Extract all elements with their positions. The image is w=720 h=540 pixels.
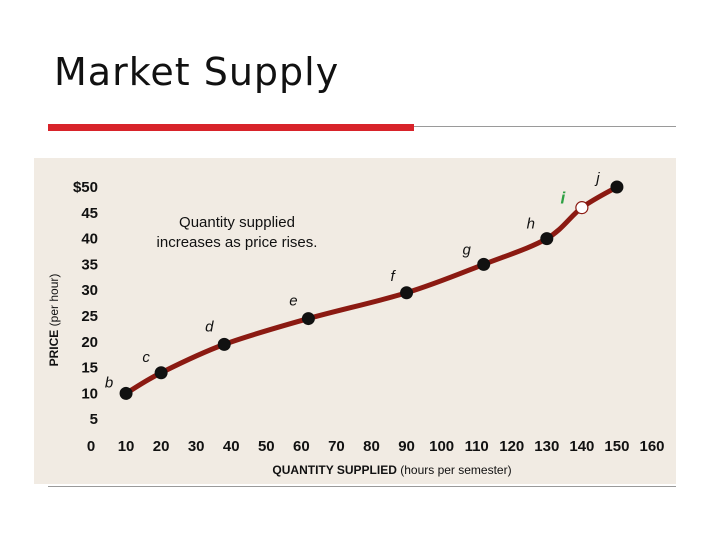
y-tick-label: 5 — [90, 411, 98, 428]
x-tick-label: 70 — [328, 438, 345, 455]
x-tick-label: 30 — [188, 438, 205, 455]
y-tick-label: 20 — [81, 334, 98, 351]
x-tick-label: 80 — [363, 438, 380, 455]
data-point-e — [301, 312, 315, 326]
data-point-f — [400, 286, 414, 300]
chart-panel — [34, 158, 676, 484]
slide-title: Market Supply — [54, 50, 340, 94]
data-point-j — [610, 180, 624, 194]
point-labels: b c d e f g h i j — [105, 170, 600, 391]
x-tick-label: 160 — [639, 438, 664, 455]
x-tick-labels: 0 10 20 30 40 50 60 70 80 90 100 110 120 130 140 150 160 — [87, 438, 665, 455]
y-tick-label: 30 — [81, 282, 98, 299]
data-point-h — [540, 232, 554, 246]
y-axis-unit: (per hour) — [47, 274, 61, 327]
x-tick-label: 0 — [87, 438, 95, 455]
x-tick-label: 140 — [569, 438, 594, 455]
point-label-d: d — [205, 318, 214, 335]
data-point-c — [154, 366, 168, 380]
x-tick-label: 150 — [604, 438, 629, 455]
y-tick-label: 35 — [81, 256, 98, 273]
x-tick-label: 50 — [258, 438, 275, 455]
point-label-c: c — [142, 349, 150, 366]
x-tick-label: 110 — [465, 438, 489, 455]
data-point-i — [575, 201, 589, 215]
y-tick-label: 25 — [81, 308, 98, 325]
point-label-e: e — [289, 293, 297, 310]
svg-text:PRICE (per hour): PRICE (per hour) — [47, 274, 61, 367]
y-tick-label: 40 — [81, 231, 98, 248]
point-label-i: i — [561, 189, 567, 208]
y-tick-labels: 5 10 15 20 25 30 35 40 45 $50 — [73, 179, 98, 428]
footer-divider-line — [48, 486, 676, 487]
point-label-j: j — [594, 170, 600, 187]
x-axis-unit: (hours per semester) — [400, 463, 511, 477]
x-tick-label: 20 — [153, 438, 170, 455]
y-tick-label: 45 — [81, 205, 98, 222]
x-tick-label: 120 — [499, 438, 524, 455]
x-tick-label: 100 — [429, 438, 454, 455]
title-divider-line — [414, 126, 676, 127]
x-tick-label: 10 — [118, 438, 135, 455]
data-point-b — [119, 386, 133, 400]
y-tick-label: 10 — [81, 385, 98, 402]
y-tick-label: $50 — [73, 179, 98, 196]
x-axis-title: QUANTITY SUPPLIED (hours per semester) — [272, 463, 511, 477]
point-label-f: f — [390, 268, 396, 285]
point-label-b: b — [105, 374, 113, 391]
point-label-h: h — [527, 216, 535, 233]
x-tick-label: 40 — [223, 438, 240, 455]
title-accent-bar — [48, 124, 414, 131]
annotation-line-1: Quantity supplied — [179, 214, 295, 231]
data-points — [119, 180, 624, 400]
data-point-g — [477, 257, 491, 271]
y-tick-label: 15 — [81, 360, 98, 377]
data-point-d — [217, 337, 231, 351]
x-axis-label: QUANTITY SUPPLIED — [272, 463, 397, 477]
annotation-line-2: increases as price rises. — [157, 234, 318, 251]
x-tick-label: 130 — [534, 438, 559, 455]
point-label-g: g — [463, 241, 472, 258]
x-tick-label: 60 — [293, 438, 310, 455]
y-axis-title: PRICE (per hour) — [47, 274, 61, 367]
supply-chart: PRICE (per hour) 5 10 15 20 25 30 35 40 45 $50 0 1… — [47, 170, 665, 477]
x-tick-label: 90 — [398, 438, 415, 455]
y-axis-label: PRICE — [47, 330, 61, 367]
